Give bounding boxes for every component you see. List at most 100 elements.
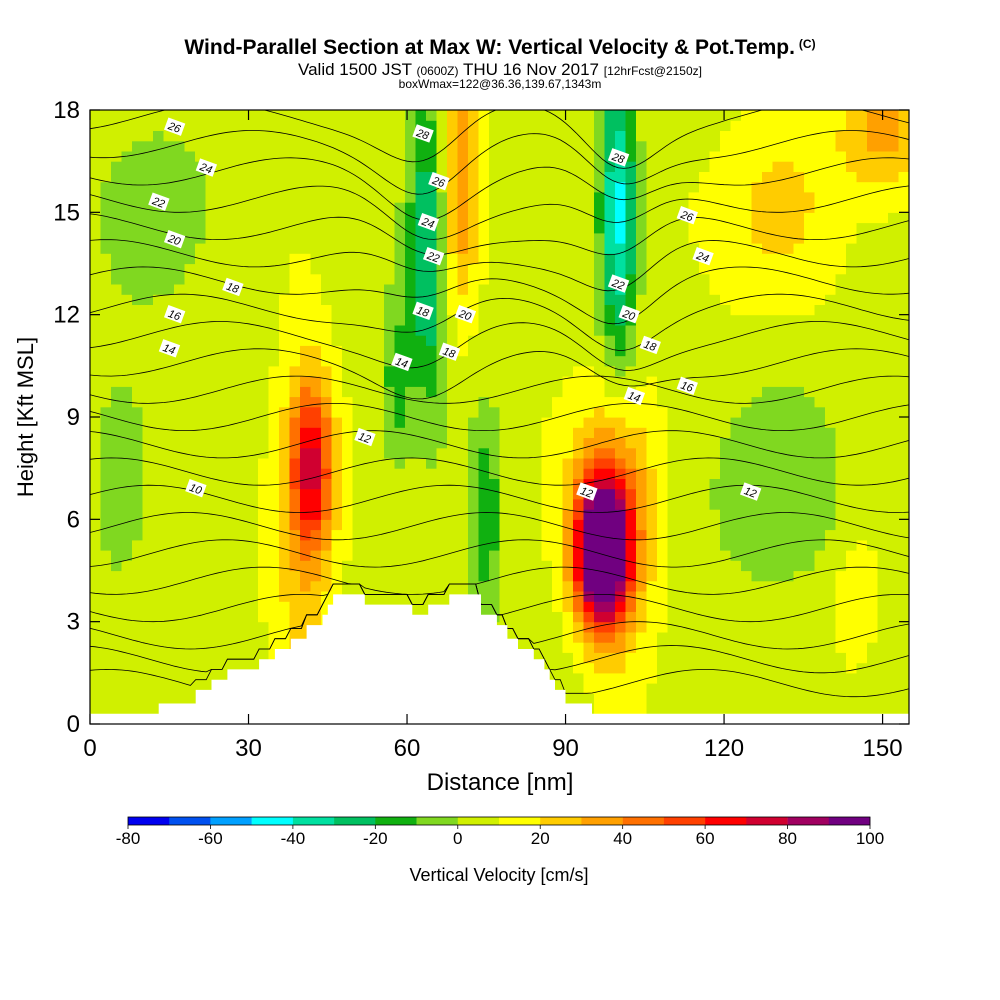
velocity-cell	[142, 120, 154, 131]
velocity-cell	[447, 386, 459, 398]
velocity-cell	[520, 591, 532, 602]
velocity-cell	[132, 672, 144, 684]
contour-label: 20	[454, 305, 477, 324]
velocity-cell	[657, 345, 669, 357]
velocity-cell	[499, 140, 511, 152]
velocity-cell	[825, 509, 837, 520]
velocity-cell	[447, 376, 459, 387]
velocity-cell	[877, 498, 889, 510]
velocity-cell	[825, 560, 837, 572]
velocity-cell	[289, 202, 301, 213]
velocity-cell	[142, 601, 154, 612]
velocity-cell	[331, 232, 343, 244]
velocity-cell	[132, 591, 144, 602]
velocity-cell	[762, 314, 774, 326]
velocity-cell	[510, 140, 522, 152]
velocity-cell	[373, 560, 385, 572]
velocity-cell	[877, 601, 889, 612]
velocity-cell	[699, 498, 711, 510]
velocity-cell	[289, 263, 301, 275]
velocity-cell	[678, 324, 690, 336]
velocity-cell	[867, 672, 879, 684]
velocity-cell	[667, 591, 679, 602]
velocity-cell	[489, 202, 501, 213]
velocity-cell	[468, 314, 480, 326]
velocity-cell	[541, 591, 553, 602]
velocity-cell	[142, 140, 154, 152]
velocity-cell	[247, 447, 259, 459]
velocity-cell	[888, 396, 900, 408]
velocity-cell	[877, 672, 889, 684]
velocity-cell	[310, 437, 322, 449]
contour-label: 26	[163, 117, 186, 136]
velocity-cell	[541, 396, 553, 408]
velocity-cell	[478, 417, 490, 428]
velocity-cell	[163, 171, 175, 183]
velocity-cell	[163, 539, 175, 551]
velocity-cell	[541, 519, 553, 531]
velocity-cell	[258, 478, 270, 490]
velocity-cell	[394, 468, 406, 479]
velocity-cell	[867, 284, 879, 295]
velocity-cell	[153, 294, 165, 305]
velocity-cell	[321, 294, 333, 305]
velocity-cell	[111, 498, 123, 510]
velocity-cell	[174, 662, 186, 674]
velocity-cell	[888, 355, 900, 367]
velocity-cell	[835, 171, 847, 183]
velocity-cell	[699, 591, 711, 602]
velocity-cell	[657, 621, 669, 633]
velocity-cell	[216, 232, 228, 244]
velocity-cell	[615, 662, 627, 674]
velocity-cell	[226, 171, 238, 183]
velocity-cell	[898, 355, 909, 367]
velocity-cell	[426, 365, 438, 377]
velocity-cell	[226, 447, 238, 459]
velocity-cell	[394, 570, 406, 582]
velocity-cell	[342, 304, 354, 316]
velocity-cell	[352, 560, 364, 572]
velocity-cell	[531, 304, 543, 316]
velocity-cell	[856, 222, 868, 234]
velocity-cell	[499, 222, 511, 234]
velocity-cell	[205, 222, 217, 234]
velocity-cell	[793, 427, 805, 438]
velocity-cell	[268, 263, 280, 275]
velocity-cell	[405, 550, 417, 561]
velocity-cell	[153, 273, 165, 285]
velocity-cell	[489, 478, 501, 490]
velocity-cell	[426, 232, 438, 244]
velocity-cell	[699, 580, 711, 592]
velocity-cell	[163, 417, 175, 428]
velocity-cell	[741, 683, 753, 694]
velocity-cell	[762, 345, 774, 357]
velocity-cell	[541, 580, 553, 592]
velocity-cell	[835, 601, 847, 612]
velocity-cell	[300, 376, 312, 387]
velocity-cell	[373, 488, 385, 500]
velocity-cell	[342, 498, 354, 510]
velocity-cell	[153, 437, 165, 449]
velocity-cell	[457, 202, 469, 213]
velocity-cell	[762, 550, 774, 561]
velocity-cell	[342, 263, 354, 275]
velocity-cell	[111, 580, 123, 592]
velocity-cell	[184, 396, 196, 408]
velocity-cell	[153, 120, 165, 131]
velocity-cell	[289, 222, 301, 234]
box-info: boxWmax=122@36.36,139.67,1343m	[398, 77, 602, 91]
velocity-cell	[762, 171, 774, 183]
velocity-cell	[510, 150, 522, 162]
velocity-cell	[720, 478, 732, 490]
velocity-cell	[678, 232, 690, 244]
velocity-cell	[510, 263, 522, 275]
velocity-cell	[646, 621, 658, 633]
velocity-cell	[321, 181, 333, 193]
velocity-cell	[762, 202, 774, 213]
velocity-cell	[720, 386, 732, 398]
velocity-cell	[562, 191, 574, 203]
velocity-cell	[835, 232, 847, 244]
velocity-cell	[132, 181, 144, 193]
velocity-cell	[258, 365, 270, 377]
velocity-cell	[226, 232, 238, 244]
